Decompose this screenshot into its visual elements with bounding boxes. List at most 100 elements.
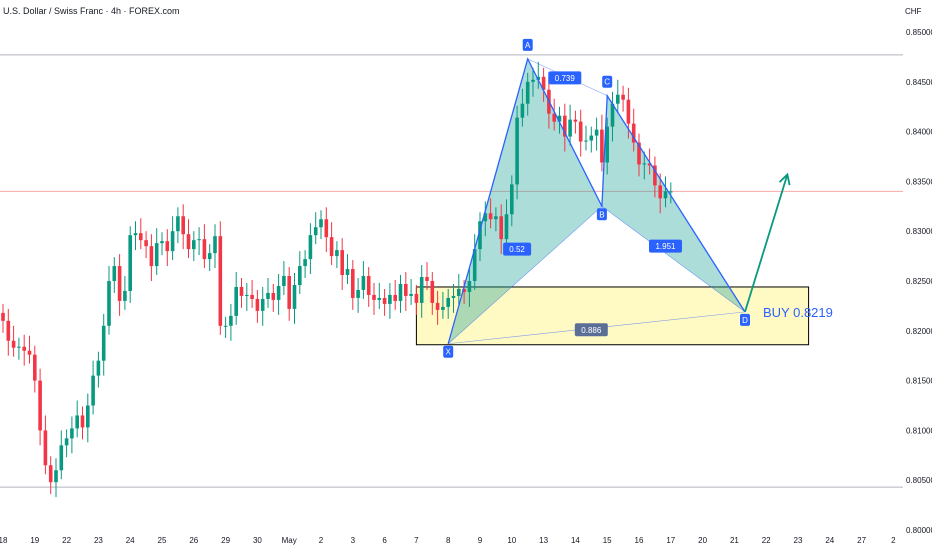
ratio-label-bg-2 [649, 239, 682, 253]
candle-body-91 [483, 213, 488, 222]
candle-body-14 [75, 415, 79, 429]
candle-body-20 [107, 281, 111, 326]
ratio-label-3: 0.886 [581, 326, 602, 335]
point-label-bg-A [522, 38, 533, 51]
candle-body-79 [419, 277, 424, 303]
candle-body-125 [663, 191, 668, 199]
candle-body-100 [531, 79, 535, 82]
candle-body-108 [573, 119, 578, 122]
candle-body-98 [520, 103, 525, 118]
candle-body-18 [96, 360, 101, 376]
candle-body-48 [255, 298, 260, 311]
point-label-bg-D [740, 313, 750, 326]
x-tick-label-7: 29 [221, 536, 230, 545]
candle-body-113 [600, 129, 604, 163]
candle-body-56 [298, 266, 302, 285]
x-tick-label-23: 21 [730, 536, 739, 545]
chart-title: U.S. Dollar / Swiss Franc · 4h · FOREX.c… [3, 6, 180, 16]
candle-body-11 [59, 445, 64, 471]
candle-body-58 [308, 235, 313, 260]
candle-body-71 [377, 297, 382, 300]
candle-body-93 [494, 216, 498, 220]
candle-body-30 [160, 241, 164, 244]
candle-body-59 [313, 227, 318, 236]
point-label-X: X [446, 348, 452, 357]
candle-body-10 [54, 470, 58, 483]
candle-body-109 [578, 121, 583, 142]
candle-body-5 [27, 350, 32, 355]
x-tick-label-21: 17 [666, 536, 675, 545]
candle-body-96 [510, 184, 514, 215]
candle-body-1 [6, 320, 11, 341]
candle-body-50 [266, 292, 270, 299]
x-tick-label-15: 9 [478, 536, 483, 545]
candle-body-25 [133, 233, 138, 236]
currency-label: CHF [905, 7, 922, 16]
candle-body-44 [234, 286, 238, 316]
candle-body-51 [271, 292, 276, 300]
candle-body-19 [101, 325, 106, 361]
candle-body-84 [446, 297, 450, 307]
point-label-bg-C [602, 75, 613, 88]
pattern-xb [448, 206, 603, 344]
candle-body-74 [393, 294, 397, 301]
candle-body-15 [80, 415, 85, 428]
candle-body-83 [441, 306, 445, 310]
candle-body-45 [239, 286, 244, 296]
candle-body-67 [356, 289, 360, 298]
candle-body-33 [176, 216, 180, 232]
point-label-B: B [599, 210, 604, 219]
candle-body-111 [589, 135, 594, 141]
candle-body-95 [504, 214, 509, 240]
candle-body-37 [197, 239, 201, 241]
candle-body-81 [430, 281, 435, 303]
candle-body-55 [292, 284, 297, 309]
projection-line [744, 174, 789, 313]
candle-body-75 [398, 283, 403, 301]
x-tick-label-24: 22 [762, 536, 771, 545]
x-tick-label-1: 19 [30, 536, 39, 545]
candle-body-29 [154, 243, 159, 267]
candle-body-64 [340, 250, 344, 276]
candle-body-17 [91, 375, 95, 406]
candle-body-16 [86, 405, 90, 428]
candle-body-72 [382, 297, 387, 304]
point-label-C: C [604, 78, 610, 87]
candle-body-31 [165, 241, 170, 252]
candle-body-90 [478, 221, 482, 250]
x-tick-label-6: 26 [189, 536, 198, 545]
candle-body-120 [637, 142, 641, 165]
buy-annotation: BUY 0.8219 [763, 305, 833, 320]
candle-body-121 [642, 163, 647, 165]
x-tick-label-19: 15 [603, 536, 612, 545]
x-tick-label-3: 23 [94, 536, 103, 545]
candle-body-97 [515, 117, 519, 185]
candle-body-88 [467, 281, 472, 292]
candle-body-87 [462, 288, 466, 292]
candle-body-99 [525, 81, 530, 104]
candle-body-36 [192, 240, 196, 250]
x-tick-label-17: 13 [539, 536, 548, 545]
candle-body-63 [335, 250, 339, 257]
x-tick-label-20: 16 [635, 536, 644, 545]
x-tick-label-18: 14 [571, 536, 580, 545]
candle-body-9 [48, 465, 53, 483]
x-tick-label-12: 6 [382, 536, 387, 545]
candle-body-110 [584, 140, 588, 142]
ratio-label-bg-0 [548, 71, 582, 85]
ratio-label-bg-3 [574, 323, 608, 337]
candle-body-106 [563, 115, 567, 137]
candle-body-86 [457, 288, 461, 296]
candle-body-23 [123, 290, 127, 301]
candle-body-119 [631, 123, 636, 143]
candle-body-101 [536, 76, 541, 80]
